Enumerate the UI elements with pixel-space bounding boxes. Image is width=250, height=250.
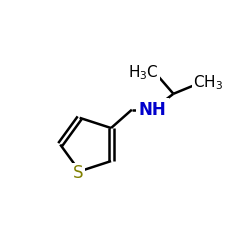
Text: $\mathregular{CH_3}$: $\mathregular{CH_3}$ <box>193 74 223 92</box>
Text: NH: NH <box>139 101 166 119</box>
Text: $\mathregular{H_3C}$: $\mathregular{H_3C}$ <box>128 64 159 82</box>
Text: S: S <box>73 164 84 182</box>
